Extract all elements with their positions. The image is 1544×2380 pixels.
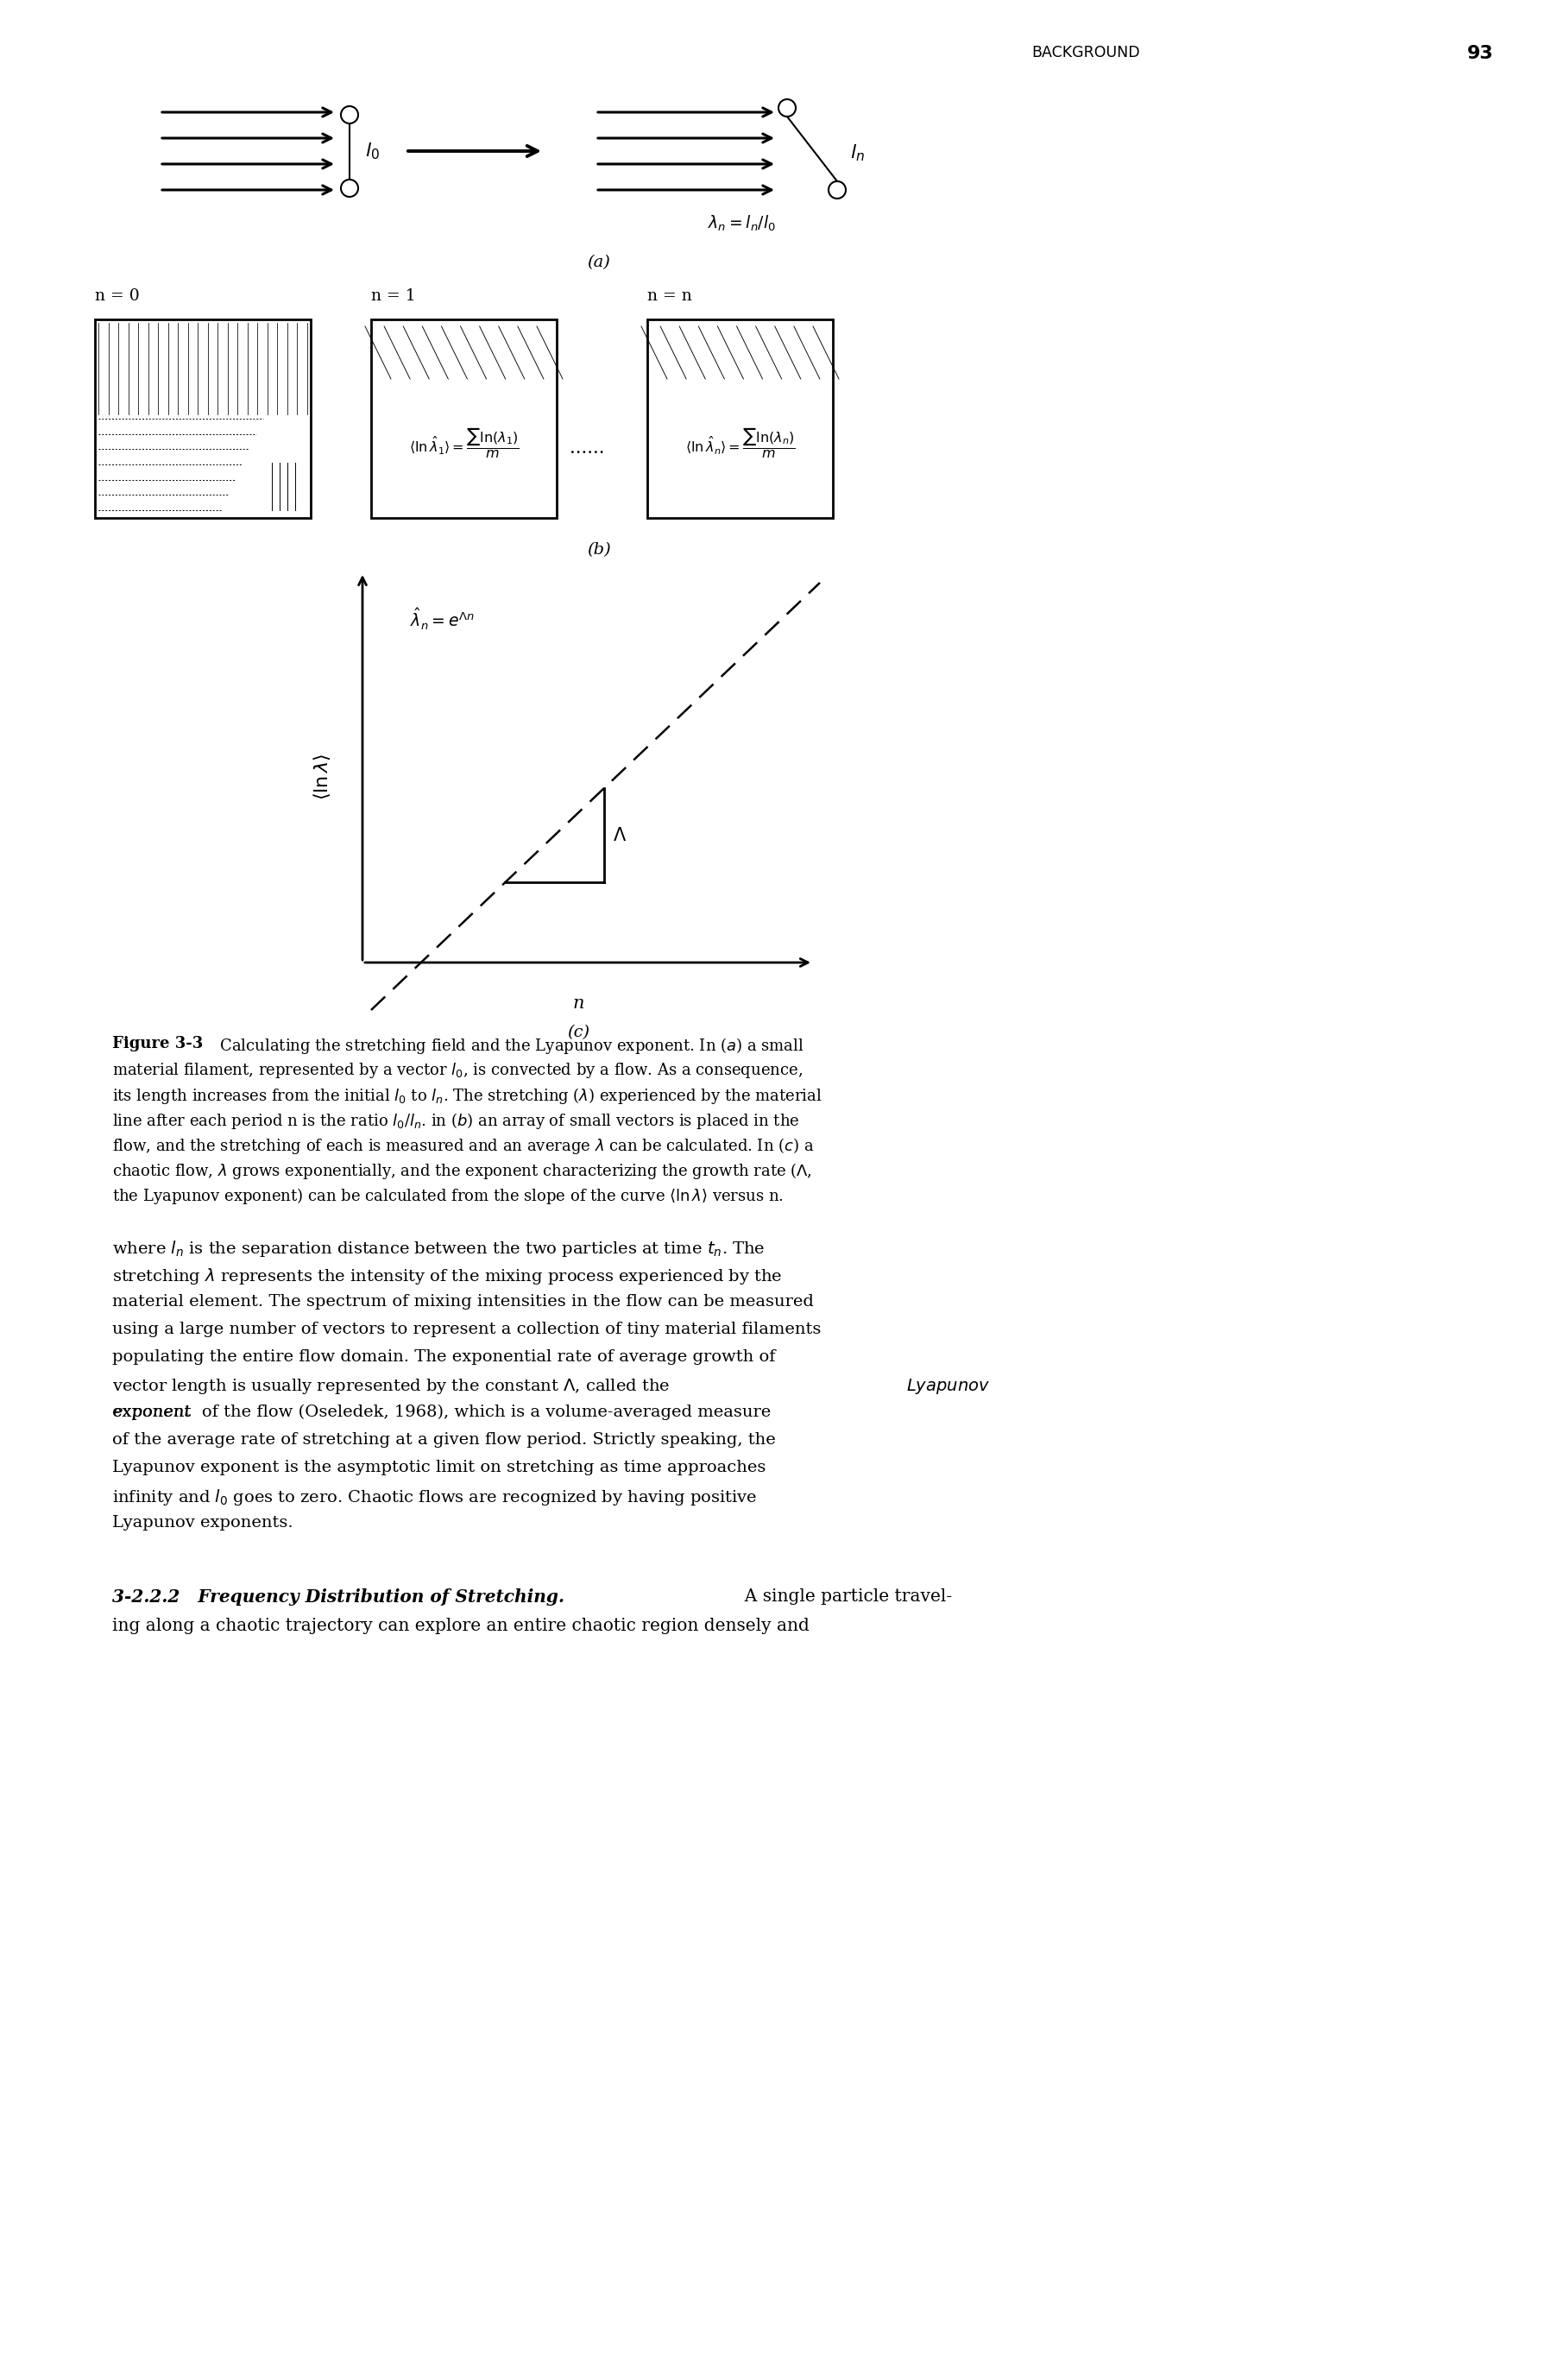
Text: n = 0: n = 0 <box>94 288 139 305</box>
Text: of the average rate of stretching at a given flow period. Strictly speaking, the: of the average rate of stretching at a g… <box>113 1433 775 1447</box>
Text: ......: ...... <box>570 440 604 457</box>
Text: Lyapunov exponents.: Lyapunov exponents. <box>113 1516 293 1530</box>
Text: material element. The spectrum of mixing intensities in the flow can be measured: material element. The spectrum of mixing… <box>113 1295 814 1309</box>
Text: exponent  of the flow (Oseledek, 1968), which is a volume-averaged measure: exponent of the flow (Oseledek, 1968), w… <box>113 1404 770 1421</box>
Text: stretching $\lambda$ represents the intensity of the mixing process experienced : stretching $\lambda$ represents the inte… <box>113 1266 783 1285</box>
Text: $\Lambda$: $\Lambda$ <box>613 826 627 845</box>
Text: infinity and $l_0$ goes to zero. Chaotic flows are recognized by having positive: infinity and $l_0$ goes to zero. Chaotic… <box>113 1488 757 1507</box>
Text: populating the entire flow domain. The exponential rate of average growth of: populating the entire flow domain. The e… <box>113 1349 775 1364</box>
Text: $\lambda_n = l_n/l_0$: $\lambda_n = l_n/l_0$ <box>707 214 775 233</box>
Text: chaotic flow, $\lambda$ grows exponentially, and the exponent characterizing the: chaotic flow, $\lambda$ grows exponentia… <box>113 1161 812 1180</box>
Text: Figure 3-3: Figure 3-3 <box>113 1035 202 1052</box>
Text: $l_0$: $l_0$ <box>364 140 380 162</box>
Text: 93: 93 <box>1467 45 1493 62</box>
Circle shape <box>341 178 358 198</box>
Circle shape <box>829 181 846 198</box>
Text: Calculating the stretching field and the Lyapunov exponent. In ($a$) a small: Calculating the stretching field and the… <box>210 1035 804 1057</box>
Text: line after each period n is the ratio $l_0$/$l_n$. in ($b$) an array of small ve: line after each period n is the ratio $l… <box>113 1111 800 1130</box>
Text: exponent: exponent <box>113 1404 191 1421</box>
Text: $\langle \ln\hat{\lambda}_1 \rangle = \dfrac{\sum \ln(\lambda_1)}{m}$: $\langle \ln\hat{\lambda}_1 \rangle = \d… <box>409 426 519 459</box>
Text: $\langle \ln\lambda \rangle$: $\langle \ln\lambda \rangle$ <box>312 754 332 800</box>
Bar <box>371 319 557 519</box>
Text: (c): (c) <box>567 1026 590 1040</box>
Text: 3-2.2.2   Frequency Distribution of Stretching.: 3-2.2.2 Frequency Distribution of Stretc… <box>113 1587 565 1607</box>
Bar <box>94 319 310 519</box>
Text: n = 1: n = 1 <box>371 288 415 305</box>
Text: $\langle \ln\hat{\lambda}_n \rangle = \dfrac{\sum \ln(\lambda_n)}{m}$: $\langle \ln\hat{\lambda}_n \rangle = \d… <box>686 426 795 459</box>
Circle shape <box>778 100 795 117</box>
Text: material filament, represented by a vector $l_0$, is convected by a flow. As a c: material filament, represented by a vect… <box>113 1061 803 1081</box>
Text: $l_n$: $l_n$ <box>851 143 865 164</box>
Text: vector length is usually represented by the constant $\Lambda$, called the: vector length is usually represented by … <box>113 1378 672 1397</box>
Text: $Lyapunov$: $Lyapunov$ <box>906 1378 990 1397</box>
Text: n = n: n = n <box>647 288 692 305</box>
Bar <box>647 319 832 519</box>
Text: where $l_n$ is the separation distance between the two particles at time $t_n$. : where $l_n$ is the separation distance b… <box>113 1238 766 1259</box>
Text: $\hat{\lambda}_n = e^{\Lambda n}$: $\hat{\lambda}_n = e^{\Lambda n}$ <box>411 607 474 633</box>
Text: using a large number of vectors to represent a collection of tiny material filam: using a large number of vectors to repre… <box>113 1321 821 1338</box>
Text: Lyapunov exponent is the asymptotic limit on stretching as time approaches: Lyapunov exponent is the asymptotic limi… <box>113 1459 766 1476</box>
Circle shape <box>341 107 358 124</box>
Text: its length increases from the initial $l_0$ to $l_n$. The stretching ($\lambda$): its length increases from the initial $l… <box>113 1085 821 1107</box>
Text: (a): (a) <box>587 255 610 271</box>
Text: A single particle travel-: A single particle travel- <box>733 1587 953 1604</box>
Text: flow, and the stretching of each is measured and an average $\lambda$ can be cal: flow, and the stretching of each is meas… <box>113 1135 814 1157</box>
Text: BACKGROUND: BACKGROUND <box>1031 45 1139 60</box>
Text: (b): (b) <box>587 543 611 557</box>
Text: n: n <box>573 995 584 1011</box>
Text: ing along a chaotic trajectory can explore an entire chaotic region densely and: ing along a chaotic trajectory can explo… <box>113 1618 809 1635</box>
Text: the Lyapunov exponent) can be calculated from the slope of the curve $\langle \l: the Lyapunov exponent) can be calculated… <box>113 1185 784 1207</box>
